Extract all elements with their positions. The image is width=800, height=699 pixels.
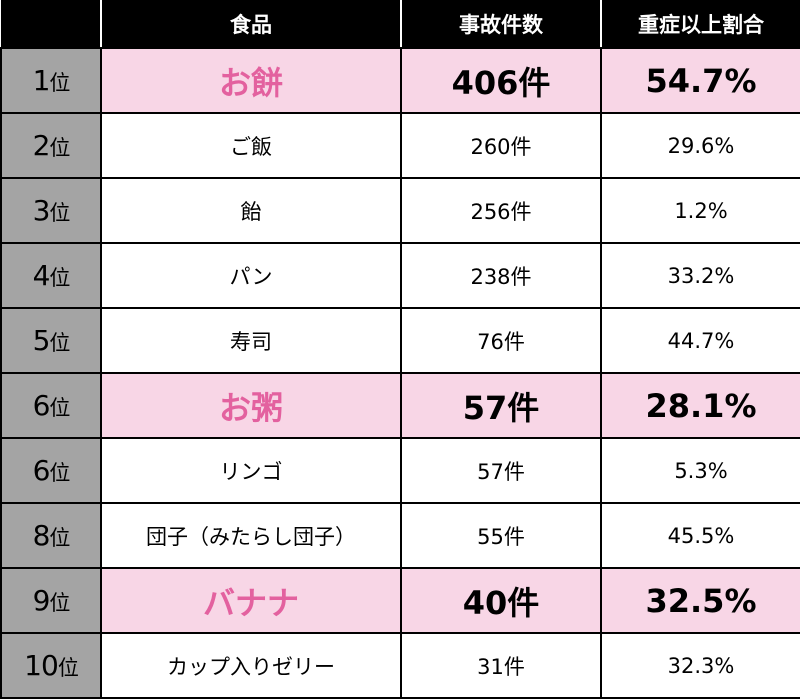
rank-number: 9 <box>32 584 51 617</box>
severe-ratio-cell: 54.7% <box>600 47 800 114</box>
table-header: 食品 事故件数 重症以上割合 <box>1 0 800 49</box>
food-cell: お粥 <box>100 372 402 439</box>
rank-cell: 6位 <box>0 437 102 504</box>
accident-count-cell: 406件 <box>400 47 602 114</box>
severe-ratio-cell: 32.5% <box>600 567 800 634</box>
accident-count-cell: 57件 <box>400 372 602 439</box>
rank-number: 6 <box>32 389 51 422</box>
rank-number: 4 <box>32 259 51 292</box>
rank-cell: 9位 <box>0 567 102 634</box>
rank-number: 5 <box>32 324 51 357</box>
rank-number: 6 <box>32 454 51 487</box>
rank-number: 10 <box>24 649 59 682</box>
rank-cell: 5位 <box>0 307 102 374</box>
rank-suffix: 位 <box>49 266 70 290</box>
rank-cell: 8位 <box>0 502 102 569</box>
table-row: 4位 パン 238件 33.2% <box>0 242 800 309</box>
severe-ratio-cell: 32.3% <box>600 632 800 699</box>
rank-number: 3 <box>32 194 51 227</box>
accident-count-cell: 260件 <box>400 112 602 179</box>
food-cell: ご飯 <box>100 112 402 179</box>
table-row: 6位 お粥 57件 28.1% <box>0 372 800 439</box>
food-cell: リンゴ <box>100 437 402 504</box>
accident-count-cell: 31件 <box>400 632 602 699</box>
table-row: 10位 カップ入りゼリー 31件 32.3% <box>0 632 800 699</box>
table-row: 5位 寿司 76件 44.7% <box>0 307 800 374</box>
food-cell: 団子（みたらし団子） <box>100 502 402 569</box>
table-body: 1位 お餅 406件 54.7% 2位 ご飯 260件 29.6% 3位飴 256件 1.2% 4位パ… <box>0 47 800 699</box>
rank-suffix: 位 <box>49 526 70 550</box>
food-cell: カップ入りゼリー <box>100 632 402 699</box>
table-row: 1位 お餅 406件 54.7% <box>0 47 800 114</box>
accident-count-cell: 55件 <box>400 502 602 569</box>
table-row: 6位 リンゴ 57件 5.3% <box>0 437 800 504</box>
rank-suffix: 位 <box>49 396 70 420</box>
table-row: 2位 ご飯 260件 29.6% <box>0 112 800 179</box>
rank-suffix: 位 <box>49 331 70 355</box>
rank-cell: 10位 <box>0 632 102 699</box>
accident-count-cell: 238件 <box>400 242 602 309</box>
header-food: 食品 <box>101 0 402 49</box>
rank-cell: 3位 <box>0 177 102 244</box>
rank-cell: 1位 <box>0 47 102 114</box>
accident-count-cell: 40件 <box>400 567 602 634</box>
rank-suffix: 位 <box>49 461 70 485</box>
food-cell: 寿司 <box>100 307 402 374</box>
rank-suffix: 位 <box>49 71 70 95</box>
rank-suffix: 位 <box>57 656 79 680</box>
rank-number: 1 <box>32 64 51 97</box>
severe-ratio-cell: 28.1% <box>600 372 800 439</box>
severe-ratio-cell: 33.2% <box>600 242 800 309</box>
severe-ratio-cell: 44.7% <box>600 307 800 374</box>
severe-ratio-cell: 45.5% <box>600 502 800 569</box>
food-cell: 飴 <box>100 177 402 244</box>
table-row: 9位 バナナ 40件 32.5% <box>0 567 800 634</box>
accident-count-cell: 57件 <box>400 437 602 504</box>
accident-count-cell: 256件 <box>400 177 602 244</box>
rank-cell: 6位 <box>0 372 102 439</box>
accident-count-cell: 76件 <box>400 307 602 374</box>
severe-ratio-cell: 5.3% <box>600 437 800 504</box>
rank-cell: 2位 <box>0 112 102 179</box>
food-cell: バナナ <box>100 567 402 634</box>
rank-suffix: 位 <box>49 201 70 225</box>
table-row: 3位飴 256件 1.2% <box>0 177 800 244</box>
severe-ratio-cell: 1.2% <box>600 177 800 244</box>
header-count: 事故件数 <box>401 0 602 49</box>
food-cell: パン <box>100 242 402 309</box>
rank-suffix: 位 <box>49 591 70 615</box>
rank-suffix: 位 <box>49 136 70 160</box>
header-ratio: 重症以上割合 <box>601 0 800 49</box>
rank-cell: 4位 <box>0 242 102 309</box>
rank-number: 2 <box>32 129 51 162</box>
rank-number: 8 <box>32 519 51 552</box>
food-cell: お餅 <box>100 47 402 114</box>
table-row: 8位 団子（みたらし団子） 55件 45.5% <box>0 502 800 569</box>
header-corner <box>1 0 102 49</box>
severe-ratio-cell: 29.6% <box>600 112 800 179</box>
